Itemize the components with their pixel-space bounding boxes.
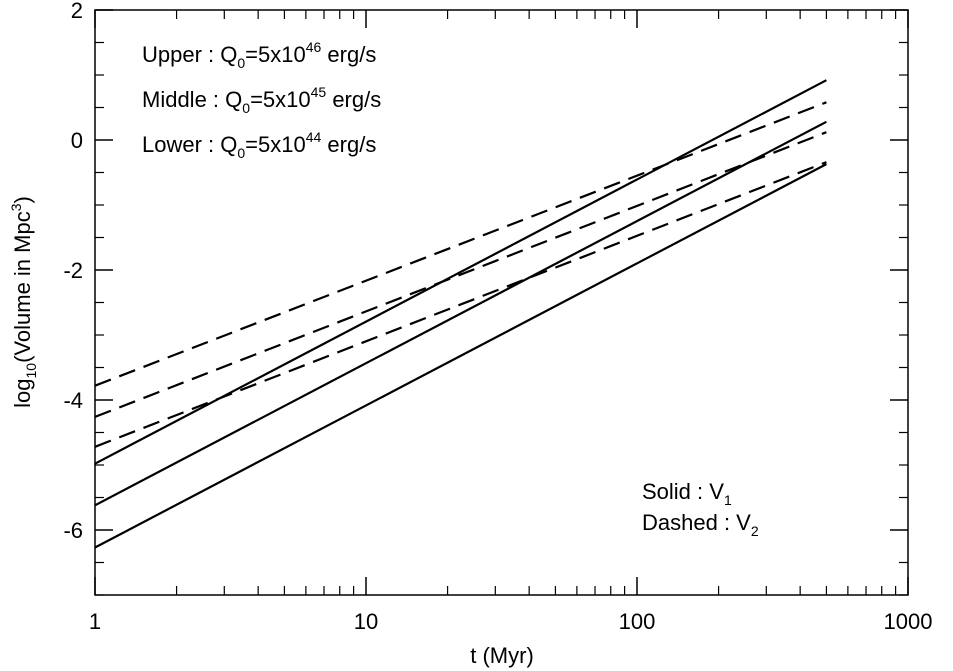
- annotation-lower: Lower : Q0=5x1044 erg/s: [142, 129, 376, 161]
- annotation-middle: Middle : Q0=5x1045 erg/s: [142, 84, 381, 116]
- x-tick-label: 1: [89, 609, 101, 634]
- y-tick-label: 2: [71, 0, 83, 23]
- tick-marks: [94, 9, 909, 596]
- legend-dashed: Dashed : V2: [642, 510, 759, 539]
- x-tick-label: 100: [619, 609, 656, 634]
- x-axis-label: t (Myr): [470, 643, 534, 668]
- y-tick-label: -2: [63, 258, 83, 283]
- dashed-line: [94, 101, 827, 387]
- dashed-line: [94, 161, 827, 448]
- y-tick-label: -6: [63, 518, 83, 543]
- dashed-line: [94, 131, 827, 418]
- annotation-upper: Upper : Q0=5x1046 erg/s: [142, 39, 376, 71]
- legend-solid: Solid : V1: [642, 479, 732, 508]
- solid-line: [94, 120, 827, 507]
- x-tick-labels: 1 10 100 1000: [89, 609, 933, 634]
- y-tick-labels: -6 -4 -2 0 2: [63, 0, 83, 543]
- y-tick-label: 0: [71, 128, 83, 153]
- x-tick-label: 10: [354, 609, 378, 634]
- solid-line: [94, 163, 827, 549]
- y-axis-label: log10(Volume in Mpc3): [8, 196, 39, 408]
- y-tick-label: -4: [63, 388, 83, 413]
- series-group: [94, 79, 827, 549]
- x-tick-label: 1000: [884, 609, 933, 634]
